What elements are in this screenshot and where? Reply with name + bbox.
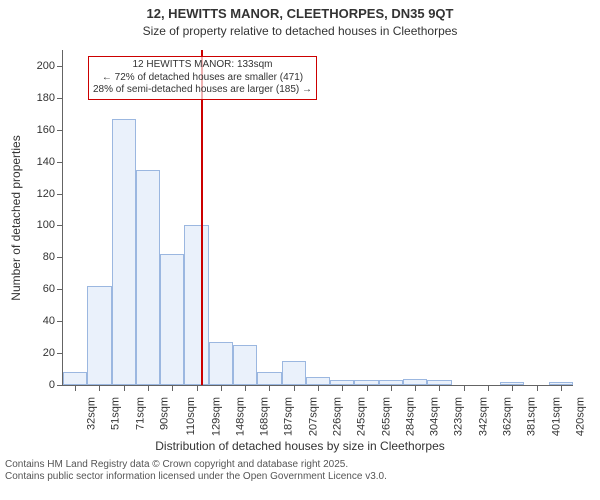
x-tick-label: 51sqm: [110, 397, 122, 430]
histogram-bar: [257, 372, 281, 385]
x-tick-label: 71sqm: [134, 397, 146, 430]
x-tick-label: 148sqm: [234, 397, 246, 436]
x-tick: [124, 385, 125, 391]
histogram-bar: [136, 170, 160, 385]
y-tick-label: 200: [37, 60, 63, 72]
x-tick: [367, 385, 368, 391]
y-tick-label: 140: [37, 156, 63, 168]
footer-line-2: Contains public sector information licen…: [5, 471, 387, 483]
x-tick-label: 207sqm: [307, 397, 319, 436]
title-line-2: Size of property relative to detached ho…: [0, 24, 600, 38]
x-tick: [318, 385, 319, 391]
annotation-line-1: 12 HEWITTS MANOR: 133sqm: [93, 59, 312, 72]
x-tick-label: 168sqm: [259, 397, 271, 436]
histogram-bar: [184, 225, 208, 385]
histogram-bar: [160, 254, 184, 385]
x-tick-label: 32sqm: [86, 397, 98, 430]
x-tick: [512, 385, 513, 391]
x-tick-label: 420sqm: [574, 397, 586, 436]
x-tick-label: 245sqm: [356, 397, 368, 436]
x-tick: [294, 385, 295, 391]
y-tick-label: 0: [49, 379, 63, 391]
x-tick-label: 90sqm: [159, 397, 171, 430]
y-tick-label: 100: [37, 219, 63, 231]
x-tick: [537, 385, 538, 391]
y-tick-label: 120: [37, 188, 63, 200]
x-tick: [148, 385, 149, 391]
x-tick: [269, 385, 270, 391]
x-tick: [342, 385, 343, 391]
x-tick-label: 110sqm: [185, 397, 197, 435]
x-axis-label: Distribution of detached houses by size …: [0, 439, 600, 453]
reference-line: [201, 50, 203, 385]
x-tick: [197, 385, 198, 391]
histogram-bar: [209, 342, 233, 385]
histogram-bar: [233, 345, 257, 385]
x-tick: [488, 385, 489, 391]
histogram-bar: [87, 286, 111, 385]
x-tick: [561, 385, 562, 391]
histogram-bar: [282, 361, 306, 385]
y-tick-label: 60: [43, 283, 63, 295]
x-tick-label: 129sqm: [210, 397, 222, 436]
histogram-bar: [306, 377, 330, 385]
attribution-footer: Contains HM Land Registry data © Crown c…: [5, 459, 387, 483]
x-tick-label: 304sqm: [429, 397, 441, 436]
plot-area: 12 HEWITTS MANOR: 133sqm ← 72% of detach…: [62, 50, 573, 386]
annotation-line-3: 28% of semi-detached houses are larger (…: [93, 84, 312, 97]
y-tick-label: 40: [43, 315, 63, 327]
x-tick: [391, 385, 392, 391]
x-tick: [75, 385, 76, 391]
x-tick-label: 284sqm: [404, 397, 416, 436]
x-tick-label: 265sqm: [380, 397, 392, 436]
y-axis-label: Number of detached properties: [9, 135, 23, 300]
x-tick: [221, 385, 222, 391]
histogram-bar: [63, 372, 87, 385]
x-tick: [245, 385, 246, 391]
x-tick: [415, 385, 416, 391]
y-tick-label: 180: [37, 92, 63, 104]
x-tick: [99, 385, 100, 391]
x-tick-label: 226sqm: [332, 397, 344, 436]
y-tick-label: 160: [37, 124, 63, 136]
x-tick: [464, 385, 465, 391]
x-tick-label: 401sqm: [550, 397, 562, 436]
x-tick-label: 342sqm: [477, 397, 489, 436]
x-tick: [172, 385, 173, 391]
y-tick-label: 80: [43, 251, 63, 263]
title-line-1: 12, HEWITTS MANOR, CLEETHORPES, DN35 9QT: [0, 6, 600, 21]
annotation-line-2: ← 72% of detached houses are smaller (47…: [93, 72, 312, 85]
y-tick-label: 20: [43, 347, 63, 359]
x-tick-label: 362sqm: [502, 397, 514, 436]
histogram-bar: [112, 119, 136, 385]
chart-container: 12, HEWITTS MANOR, CLEETHORPES, DN35 9QT…: [0, 0, 600, 500]
footer-line-1: Contains HM Land Registry data © Crown c…: [5, 459, 387, 471]
x-tick: [439, 385, 440, 391]
x-tick-label: 381sqm: [526, 397, 538, 436]
x-tick-label: 323sqm: [453, 397, 465, 436]
annotation-box: 12 HEWITTS MANOR: 133sqm ← 72% of detach…: [88, 56, 317, 100]
x-tick-label: 187sqm: [283, 397, 295, 436]
